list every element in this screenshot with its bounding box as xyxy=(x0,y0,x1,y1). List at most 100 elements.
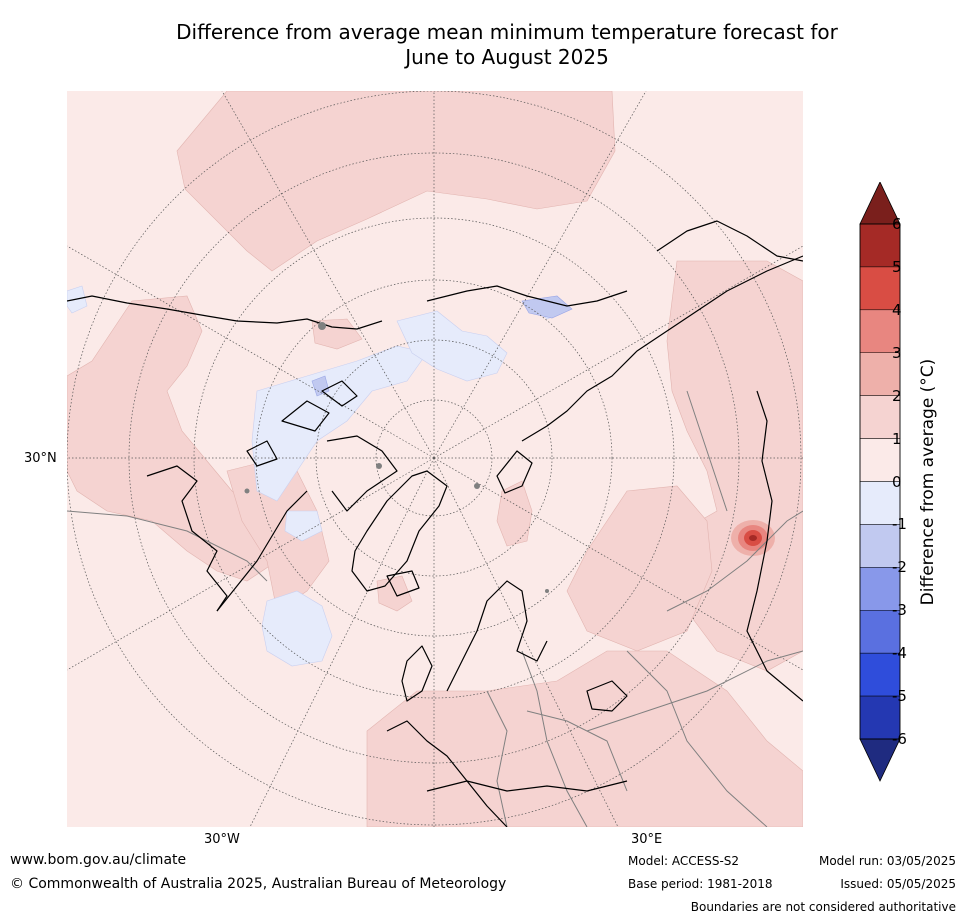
border-europe-1 xyxy=(486,690,508,827)
border-russia-south xyxy=(586,650,803,732)
coast-arctic-islands-1 xyxy=(281,400,330,432)
meridian-120w xyxy=(67,245,435,459)
lon-label-30w: 30°W xyxy=(204,832,240,847)
colorbar-tick-label: -1 xyxy=(892,515,907,534)
warm-patch-svalbard xyxy=(496,480,533,547)
polar-map xyxy=(67,91,803,827)
footer-copyright: © Commonwealth of Australia 2025, Austra… xyxy=(10,876,507,892)
coast-arctic-islands-3 xyxy=(246,440,278,467)
footer-disclaimer: Boundaries are not considered authoritat… xyxy=(690,900,956,914)
coast-europe-west xyxy=(386,720,508,827)
warm-anomaly-regions xyxy=(67,91,803,827)
coast-greenland xyxy=(351,470,448,592)
coast-uk xyxy=(401,645,433,702)
colorbar-segment xyxy=(859,524,901,568)
border-china-north xyxy=(666,510,803,612)
coast-labrador xyxy=(216,490,308,612)
coast-alaska-canada xyxy=(67,295,383,330)
meridian-150w xyxy=(221,91,435,459)
coast-caspian-black xyxy=(586,680,628,712)
colorbar-tick-label: 2 xyxy=(892,386,902,405)
country-borders xyxy=(67,390,803,827)
ice-speckle-3 xyxy=(474,483,480,489)
lat-circle-30n xyxy=(67,91,802,826)
colorbar xyxy=(859,182,901,782)
meridian-30e xyxy=(433,457,619,827)
footer-model: Model: ACCESS-S2 xyxy=(628,854,740,868)
lat-label-30n: 30°N xyxy=(24,451,57,466)
coast-arctic-islands-2 xyxy=(321,380,358,407)
footer-model-run: Model run: 03/05/2025 xyxy=(818,854,956,868)
colorbar-segment xyxy=(859,481,901,525)
colorbar-tick-label: -4 xyxy=(892,644,907,663)
ice-speckle-2 xyxy=(376,463,382,469)
meridian-150e xyxy=(433,91,647,459)
colorbar-segment xyxy=(859,309,901,354)
hotspot-east-asia xyxy=(731,520,775,556)
ice-speckle-4 xyxy=(244,488,250,494)
border-us-canada xyxy=(67,510,268,582)
coast-mediterranean xyxy=(426,780,628,792)
colorbar-tick-label: 3 xyxy=(892,343,902,362)
cool-patch-central-arctic xyxy=(396,310,508,382)
border-russia-west xyxy=(521,650,588,827)
coast-siberia-east xyxy=(656,220,803,262)
colorbar-segment xyxy=(859,395,901,439)
colorbar-tick-label: -6 xyxy=(892,730,907,748)
lon-label-30e: 30°E xyxy=(631,832,663,847)
colorbar-title: Difference from average (°C) xyxy=(918,358,938,606)
colorbar-segment xyxy=(859,567,901,611)
border-asia-2 xyxy=(686,390,728,512)
coast-pacific-asia xyxy=(746,390,803,702)
colorbar-tick-label: 0 xyxy=(892,472,902,491)
lat-circle-70n xyxy=(315,339,553,577)
colorbar-tick-label: -5 xyxy=(892,687,907,706)
lat-circle-50n xyxy=(193,217,675,699)
ice-speckle-5 xyxy=(545,589,549,593)
cool-patch-arctic-archipelago xyxy=(251,345,428,502)
footer-base-period: Base period: 1981-2018 xyxy=(628,877,773,891)
lat-circle-80n xyxy=(375,399,493,517)
cool-strong-regions xyxy=(311,295,573,397)
colorbar-segment xyxy=(859,223,901,268)
coast-novaya-zemlya xyxy=(496,450,533,494)
colorbar-outline xyxy=(859,223,901,740)
cool-patch-north-atlantic xyxy=(261,590,333,667)
meridian-120e xyxy=(433,245,803,459)
cool-anomaly-regions xyxy=(67,285,568,667)
map-title: Difference from average mean minimum tem… xyxy=(67,20,947,70)
colorbar-tick-label: -3 xyxy=(892,601,907,620)
coast-iceland xyxy=(386,570,420,597)
meridian-30w xyxy=(249,457,435,827)
graticule xyxy=(67,91,803,827)
colorbar-segment xyxy=(859,438,901,482)
coast-greenland-north xyxy=(326,435,398,512)
colorbar-tick-label: 6 xyxy=(892,215,902,233)
colorbar-segment xyxy=(859,652,901,697)
sea-ice-speckles xyxy=(244,322,549,593)
colorbar-tick-label: -2 xyxy=(892,558,907,577)
cool-patch-canadian-archipelago xyxy=(311,375,330,397)
border-asia-1 xyxy=(626,650,768,827)
footer-website: www.bom.gov.au/climate xyxy=(10,852,187,868)
coast-scandinavia xyxy=(446,580,548,692)
coast-east-siberian xyxy=(426,285,628,307)
meridian-60e xyxy=(433,457,803,671)
colorbar-tick-label: 1 xyxy=(892,429,902,448)
title-line-1: Difference from average mean minimum tem… xyxy=(176,20,838,44)
ice-speckle-1 xyxy=(318,322,326,330)
colorbar-segments xyxy=(859,223,901,740)
hotspot-ring-5 xyxy=(749,535,757,541)
footer-issued: Issued: 05/05/2025 xyxy=(840,877,956,891)
colorbar-tick-label: 4 xyxy=(892,300,902,319)
colorbar-segment xyxy=(859,266,901,311)
coast-russia-arctic xyxy=(521,255,803,442)
border-europe-2 xyxy=(526,710,628,792)
meridian-60w xyxy=(67,457,435,671)
cool-patch-east-siberian-sea xyxy=(521,295,573,319)
coastlines xyxy=(67,220,803,827)
coast-hudson-bay xyxy=(146,465,228,612)
warm-patch-north-pacific xyxy=(176,91,616,272)
cool-patch-labrador xyxy=(284,510,323,542)
lat-circle-60n xyxy=(255,279,613,637)
